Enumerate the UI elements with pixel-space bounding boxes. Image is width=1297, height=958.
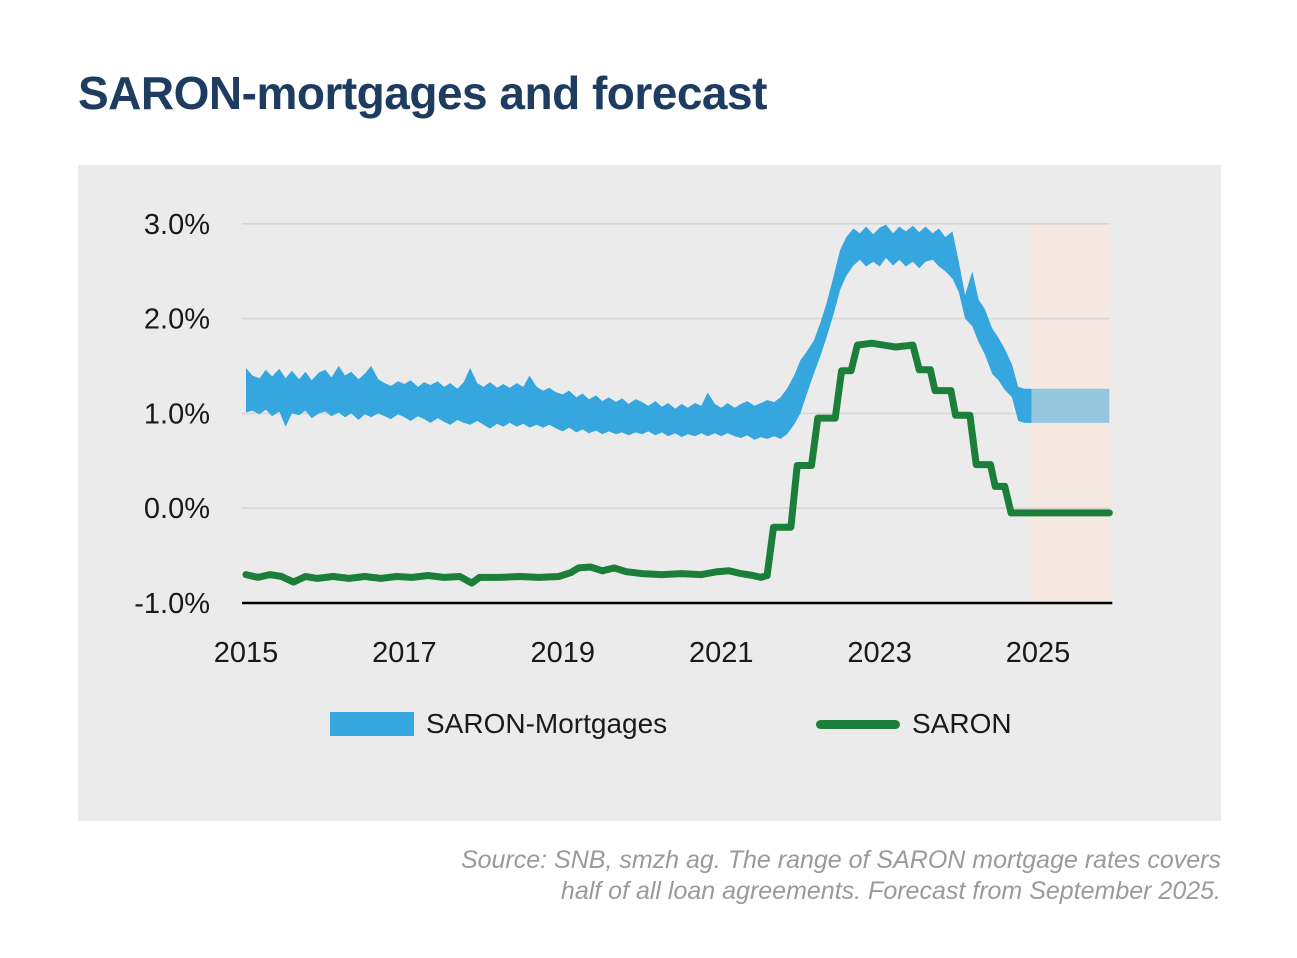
y-tick-label: 2.0% bbox=[144, 304, 210, 336]
source-note-line2: half of all loan agreements. Forecast fr… bbox=[560, 877, 1221, 905]
y-tick-label: 1.0% bbox=[144, 398, 210, 430]
legend-label-saron: SARON bbox=[912, 708, 1012, 739]
series-line-saron bbox=[242, 339, 1113, 587]
x-tick-label: 2015 bbox=[214, 637, 279, 669]
chart-panel: 3.0% 2.0% 1.0% 0.0% -1.0% 2015 2017 2019 2021 202… bbox=[78, 165, 1221, 821]
y-tick-label: -1.0% bbox=[134, 588, 210, 620]
legend-label-saron-mortgages: SARON-Mortgages bbox=[426, 708, 668, 739]
source-note: Source: SNB, smzh ag. The range of SARON… bbox=[461, 845, 1221, 907]
x-tick-label: 2023 bbox=[847, 637, 912, 669]
y-tick-label: 0.0% bbox=[144, 493, 210, 525]
saron-chart: 3.0% 2.0% 1.0% 0.0% -1.0%2015 2017 2019 2021 202… bbox=[134, 209, 1113, 669]
page-title: SARON-mortgages and forecast bbox=[78, 67, 767, 119]
source-note-line1: Source: SNB, smzh ag. The range of SARON… bbox=[460, 846, 1221, 874]
x-tick-label: 2021 bbox=[689, 637, 754, 669]
series-band-saron-mortgages-forecast bbox=[1031, 388, 1110, 423]
legend-item-saron-mortgages: SARON-Mortgages bbox=[330, 708, 667, 740]
x-tick-label: 2025 bbox=[1006, 637, 1071, 669]
x-tick-label: 2017 bbox=[372, 637, 437, 669]
y-tick-label: 3.0% bbox=[144, 209, 210, 241]
x-tick-label: 2019 bbox=[531, 637, 596, 669]
saron-mortgages-band-swatch-icon bbox=[330, 712, 414, 736]
series-band-saron-mortgages bbox=[246, 224, 1032, 440]
saron-line-swatch-icon bbox=[816, 719, 900, 729]
legend-item-saron: SARON bbox=[816, 708, 1012, 740]
